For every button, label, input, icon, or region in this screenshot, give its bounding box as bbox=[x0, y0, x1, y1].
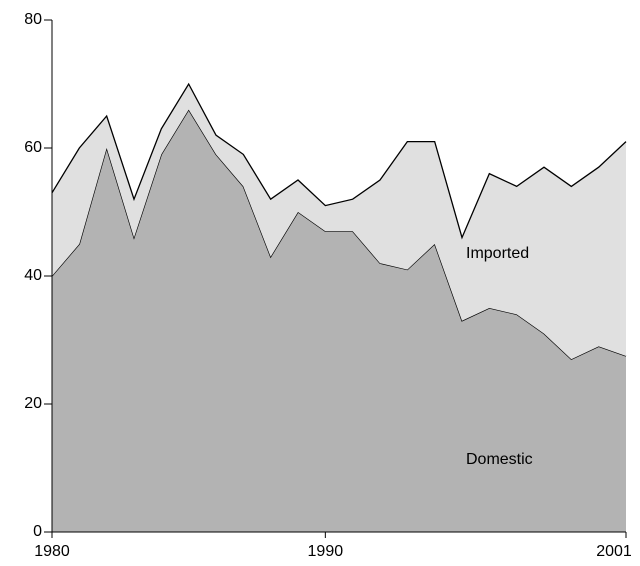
y-tick-label: 60 bbox=[24, 139, 42, 156]
y-tick-label: 20 bbox=[24, 395, 42, 412]
x-tick-label: 1980 bbox=[34, 543, 70, 560]
y-tick-label: 80 bbox=[24, 11, 42, 28]
x-tick-label: 1990 bbox=[308, 543, 344, 560]
y-tick-label: 0 bbox=[33, 523, 42, 540]
area bbox=[52, 109, 626, 532]
series-label: Domestic bbox=[466, 451, 533, 468]
series-label: Imported bbox=[466, 245, 529, 262]
area bbox=[52, 84, 626, 360]
area-line bbox=[51, 82, 627, 240]
y-tick-label: 40 bbox=[24, 267, 42, 284]
x-tick-label: 2001 bbox=[596, 543, 632, 560]
